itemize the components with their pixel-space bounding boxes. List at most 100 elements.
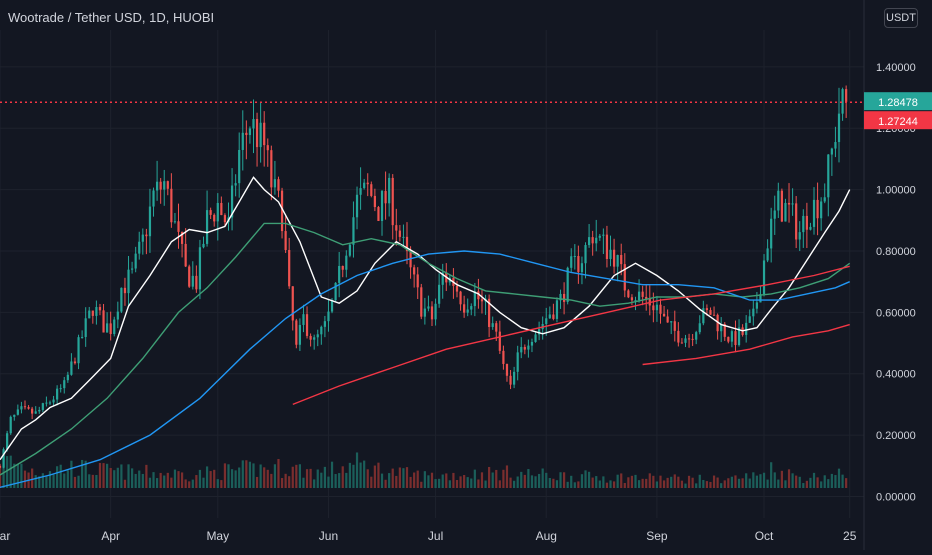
candle-body <box>652 305 655 311</box>
y-tick-label: 0.80000 <box>876 246 916 258</box>
candle-body <box>587 237 591 246</box>
volume-bar <box>334 474 337 488</box>
volume-bar <box>480 472 484 488</box>
x-axis[interactable]: Mar Apr May Jun Jul Aug Sep Oct 25 <box>0 529 857 543</box>
volume-bar <box>538 473 541 488</box>
second-price-badge <box>864 111 932 130</box>
candle-body <box>520 346 523 353</box>
volume-bar <box>170 477 173 488</box>
candle-body <box>623 264 626 291</box>
candle-body <box>698 323 701 333</box>
candles[interactable] <box>0 85 848 469</box>
volume-bar <box>823 475 826 488</box>
volume-bar <box>113 470 116 488</box>
volume-bar <box>316 469 319 488</box>
volume-bar <box>120 464 123 488</box>
volume-bar <box>741 478 744 488</box>
volume-bar <box>98 462 102 488</box>
candle-body <box>191 275 194 287</box>
volume-bar <box>716 477 719 488</box>
volume-bar <box>273 464 277 488</box>
candle-body <box>720 324 723 332</box>
volume-bar <box>66 470 69 488</box>
volume-bar <box>95 474 98 488</box>
volume-bar <box>373 465 376 488</box>
candle-body <box>837 113 841 143</box>
volume-bar <box>130 468 134 488</box>
volume-bar <box>305 469 309 488</box>
candle-body <box>463 304 466 313</box>
volume-bar <box>434 479 437 488</box>
candle-body <box>363 182 366 189</box>
candle-body <box>705 308 709 311</box>
volume-bar <box>388 473 391 488</box>
volume-bar <box>530 475 534 488</box>
candle-body <box>155 181 159 191</box>
candle-body <box>316 334 319 338</box>
candle-body <box>380 190 384 221</box>
volume-bar <box>155 478 159 488</box>
candle-body <box>555 300 559 319</box>
candle-body <box>802 215 805 233</box>
candle-body <box>398 230 401 237</box>
volume-bar <box>377 462 380 488</box>
volume-bar <box>252 463 255 488</box>
y-axis[interactable]: 1.400001.200001.000000.800000.600000.400… <box>876 62 916 504</box>
volume-bar <box>213 469 216 488</box>
volume-bar <box>81 459 84 488</box>
volume-bar <box>555 480 559 488</box>
volume-bar <box>509 477 512 488</box>
volume-bar <box>31 468 34 488</box>
candle-body <box>709 310 712 315</box>
candle-body <box>637 291 641 301</box>
volume-bar <box>762 472 766 488</box>
candle-body <box>298 324 302 345</box>
volume-bar <box>52 474 55 488</box>
candle-body <box>45 402 48 404</box>
volume-bar <box>805 480 808 488</box>
candle-body <box>234 183 237 186</box>
x-tick-label: Mar <box>0 529 10 543</box>
candle-body <box>695 332 698 340</box>
candle-body <box>662 313 666 317</box>
volume-bar <box>655 481 659 488</box>
candle-body <box>627 290 630 298</box>
volume-bar <box>466 477 469 488</box>
candle-body <box>495 323 498 332</box>
volume-bar <box>605 482 609 488</box>
candle-body <box>752 308 755 317</box>
volume-bar <box>502 469 505 488</box>
volume-bar <box>402 468 405 488</box>
candle-body <box>48 402 52 404</box>
candle-body <box>77 337 80 364</box>
candle-body <box>516 352 519 372</box>
volume-bar <box>498 480 501 488</box>
candle-body <box>473 291 476 307</box>
volume-bar <box>323 466 326 488</box>
volume-bar <box>559 472 562 488</box>
candle-body <box>416 274 419 288</box>
candle-body <box>816 199 819 219</box>
volume-bar <box>141 473 144 488</box>
volume-bar <box>727 478 730 488</box>
candle-body <box>366 182 369 185</box>
volume-bar <box>695 483 698 488</box>
volume-bar <box>259 464 262 488</box>
volume-bar <box>427 475 430 488</box>
volume-bar <box>545 472 548 488</box>
y-tick-label: 1.00000 <box>876 185 916 197</box>
candle-body <box>641 291 644 297</box>
candle-body <box>791 203 794 205</box>
candle-body <box>355 194 359 218</box>
currency-button[interactable]: USDT <box>884 8 918 28</box>
volume-bar <box>495 469 498 488</box>
candle-body <box>737 327 741 346</box>
volume-bar <box>787 469 791 488</box>
candle-body <box>59 388 62 390</box>
candle-body <box>263 122 266 146</box>
candle-body <box>148 206 152 237</box>
volume-bar <box>220 480 223 488</box>
volume-bar <box>395 475 398 488</box>
